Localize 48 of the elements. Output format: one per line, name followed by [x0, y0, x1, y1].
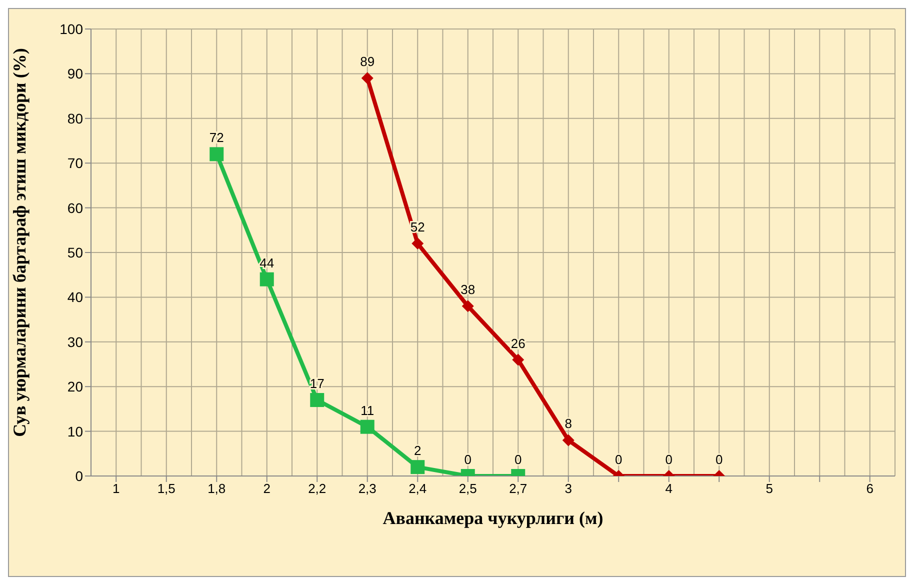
y-tick-label: 20: [67, 378, 84, 395]
y-tick-label: 90: [67, 66, 84, 82]
x-tick-label: 5: [766, 481, 773, 496]
point: [410, 460, 425, 474]
y-tick-label: 80: [67, 110, 84, 126]
y-tick-label: 10: [67, 423, 84, 440]
x-tick-label: 2,3: [358, 481, 376, 496]
data-label: 11: [360, 402, 374, 418]
x-tick-label: 2,7: [509, 481, 528, 496]
data-label: 89: [360, 54, 375, 70]
y-tick-label: 30: [67, 334, 84, 350]
data-label: 0: [464, 452, 472, 467]
x-tick-label: 2,5: [458, 481, 477, 496]
x-tick-label: 6: [866, 481, 874, 496]
point: [310, 393, 324, 408]
x-axis-title: Аванкамера чукурлиги (м): [382, 508, 604, 528]
point: [562, 434, 574, 446]
point: [260, 272, 274, 286]
data-label: 38: [460, 282, 476, 298]
point: [210, 147, 224, 162]
point: [412, 238, 424, 250]
data-label: 26: [510, 336, 526, 351]
point: [360, 420, 374, 434]
x-tick-label: 3: [564, 481, 572, 496]
x-tick-label: 2: [263, 481, 270, 496]
y-tick-label: 40: [67, 289, 84, 306]
y-tick-label: 60: [67, 200, 84, 216]
y-axis-title: Сув уюрмаларини бартараф этиш микдори (%): [9, 48, 30, 437]
x-tick-label: 1,5: [157, 481, 176, 496]
y-tick-label: 50: [67, 244, 84, 260]
data-label: 8: [564, 416, 572, 432]
x-tick-label: 1,8: [208, 481, 226, 496]
x-tick-label: 1: [112, 481, 120, 496]
y-tick-label: 0: [75, 468, 84, 484]
point: [462, 300, 474, 312]
point: [361, 72, 374, 84]
point: [512, 354, 524, 366]
data-label: 2: [414, 443, 422, 458]
x-tick-label: 2,2: [308, 481, 326, 496]
data-label: 72: [209, 130, 224, 146]
x-tick-label: 4: [665, 481, 672, 496]
data-label: 0: [514, 452, 522, 467]
data-label: 0: [665, 452, 672, 467]
y-tick-label: 100: [60, 20, 84, 37]
data-label: 0: [615, 452, 622, 467]
y-tick-label: 70: [67, 155, 84, 172]
x-tick-label: 2,4: [408, 481, 427, 496]
data-label: 0: [716, 452, 723, 467]
